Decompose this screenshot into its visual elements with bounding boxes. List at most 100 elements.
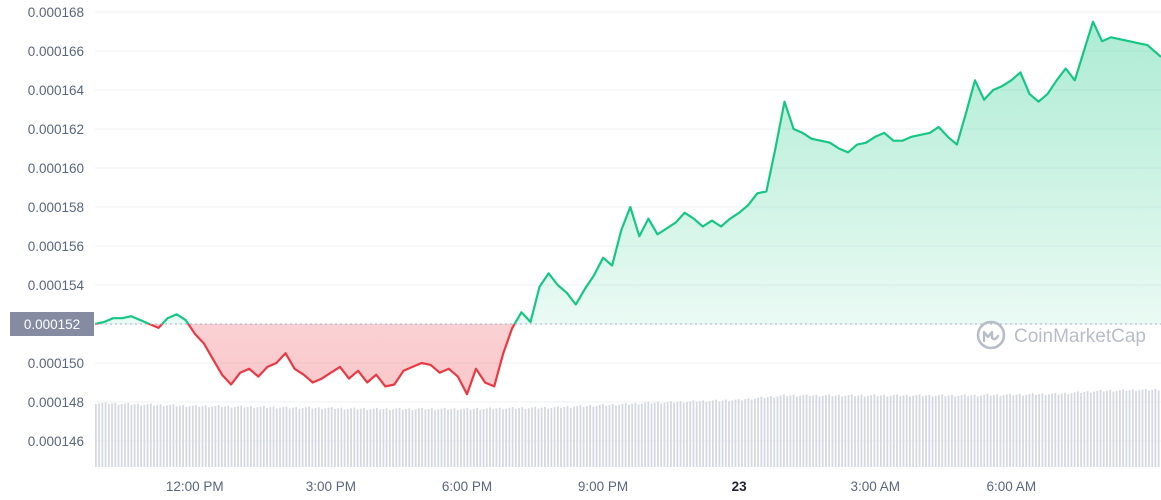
- volume-bar: [795, 396, 798, 467]
- volume-bar: [256, 407, 259, 467]
- volume-bar: [808, 396, 811, 467]
- volume-bar: [398, 407, 401, 467]
- volume-bar: [789, 395, 792, 467]
- volume-bar: [663, 402, 666, 467]
- x-tick-label: 12:00 PM: [166, 479, 224, 494]
- volume-bar: [550, 407, 553, 467]
- volume-bar: [676, 401, 679, 467]
- volume-bar: [618, 404, 621, 467]
- volume-bar: [1022, 395, 1024, 467]
- y-tick-label: 0.000160: [28, 161, 84, 176]
- volume-bar: [673, 402, 676, 467]
- volume-bar: [776, 396, 779, 467]
- volume-bar: [715, 399, 717, 467]
- volume-bar: [957, 395, 960, 467]
- volume-bar: [770, 396, 772, 467]
- volume-bar: [879, 395, 882, 467]
- volume-bar: [595, 405, 598, 467]
- volume-bar: [356, 409, 359, 467]
- volume-bar: [947, 395, 950, 467]
- volume-bar: [918, 394, 921, 467]
- volume-bar: [573, 406, 575, 467]
- watermark: CoinMarketCap: [976, 320, 1146, 350]
- volume-bar: [915, 395, 918, 467]
- volume-bar: [524, 409, 527, 467]
- volume-bar: [1067, 394, 1070, 467]
- volume-bar: [534, 406, 537, 467]
- volume-bar: [531, 407, 533, 467]
- volume-bar: [563, 407, 566, 467]
- volume-bar: [204, 405, 207, 467]
- volume-bar: [1144, 388, 1147, 467]
- volume-bar: [650, 403, 653, 467]
- volume-bar: [492, 409, 495, 467]
- volume-bar: [582, 406, 585, 467]
- volume-bar: [272, 406, 275, 467]
- y-tick-label: 0.000156: [28, 239, 84, 254]
- volume-bar: [479, 409, 482, 467]
- volume-bar: [537, 408, 540, 467]
- volume-bar: [553, 407, 556, 467]
- volume-bar: [1051, 393, 1053, 467]
- volume-bar: [1086, 391, 1089, 467]
- volume-bar: [560, 407, 562, 467]
- volume-bar: [107, 404, 110, 467]
- volume-bar: [905, 394, 908, 467]
- x-tick-label: 23: [732, 479, 748, 494]
- volume-bar: [967, 396, 969, 467]
- volume-bar: [986, 394, 989, 467]
- volume-bar: [1089, 392, 1092, 467]
- area-above-reference: [95, 21, 1161, 324]
- volume-bar: [812, 395, 814, 467]
- volume-bar: [963, 394, 966, 467]
- volume-bar: [337, 408, 340, 467]
- volume-bar: [359, 408, 362, 467]
- volume-bar: [954, 396, 957, 467]
- volume-bar: [346, 408, 349, 467]
- volume-bar: [896, 394, 898, 467]
- volume-bar: [863, 396, 866, 467]
- volume-bar: [298, 408, 301, 467]
- volume-bar: [760, 396, 763, 467]
- volume-bar: [114, 402, 117, 467]
- coinmarketcap-logo-icon: [976, 320, 1006, 350]
- volume-bar: [1148, 390, 1150, 467]
- volume-bar: [973, 394, 976, 467]
- volume-bar: [140, 405, 143, 467]
- volume-bar: [1044, 395, 1047, 467]
- volume-bar: [692, 400, 695, 467]
- volume-bar: [711, 400, 714, 467]
- volume-bar: [1112, 391, 1115, 467]
- volume-bar: [799, 395, 801, 467]
- volume-bar: [925, 395, 927, 467]
- volume-bar: [870, 395, 873, 467]
- volume-bar: [598, 404, 601, 467]
- x-tick-label: 3:00 AM: [850, 479, 900, 494]
- volume-bar: [737, 398, 740, 467]
- volume-bar: [902, 395, 905, 467]
- volume-bar: [201, 406, 204, 467]
- volume-bars: [95, 388, 1160, 467]
- volume-bar: [837, 394, 840, 467]
- volume-bar: [1031, 393, 1034, 467]
- volume-bar: [1064, 392, 1066, 467]
- volume-bar: [647, 401, 650, 467]
- volume-bar: [728, 401, 730, 467]
- volume-bar: [214, 405, 217, 467]
- area-below-reference: [95, 324, 1161, 395]
- volume-bar: [805, 394, 808, 467]
- volume-bar: [909, 396, 911, 467]
- volume-bar: [385, 408, 388, 467]
- volume-bar: [485, 408, 488, 467]
- volume-bar: [498, 407, 501, 467]
- volume-bar: [634, 402, 637, 467]
- volume-bar: [1119, 390, 1121, 467]
- y-tick-label: 0.000168: [28, 5, 84, 20]
- volume-bar: [731, 400, 734, 467]
- volume-bar: [450, 408, 453, 467]
- volume-bar: [527, 408, 530, 467]
- volume-bar: [98, 403, 101, 467]
- volume-bar: [434, 410, 436, 467]
- volume-bar: [699, 401, 701, 467]
- volume-bar: [282, 407, 285, 467]
